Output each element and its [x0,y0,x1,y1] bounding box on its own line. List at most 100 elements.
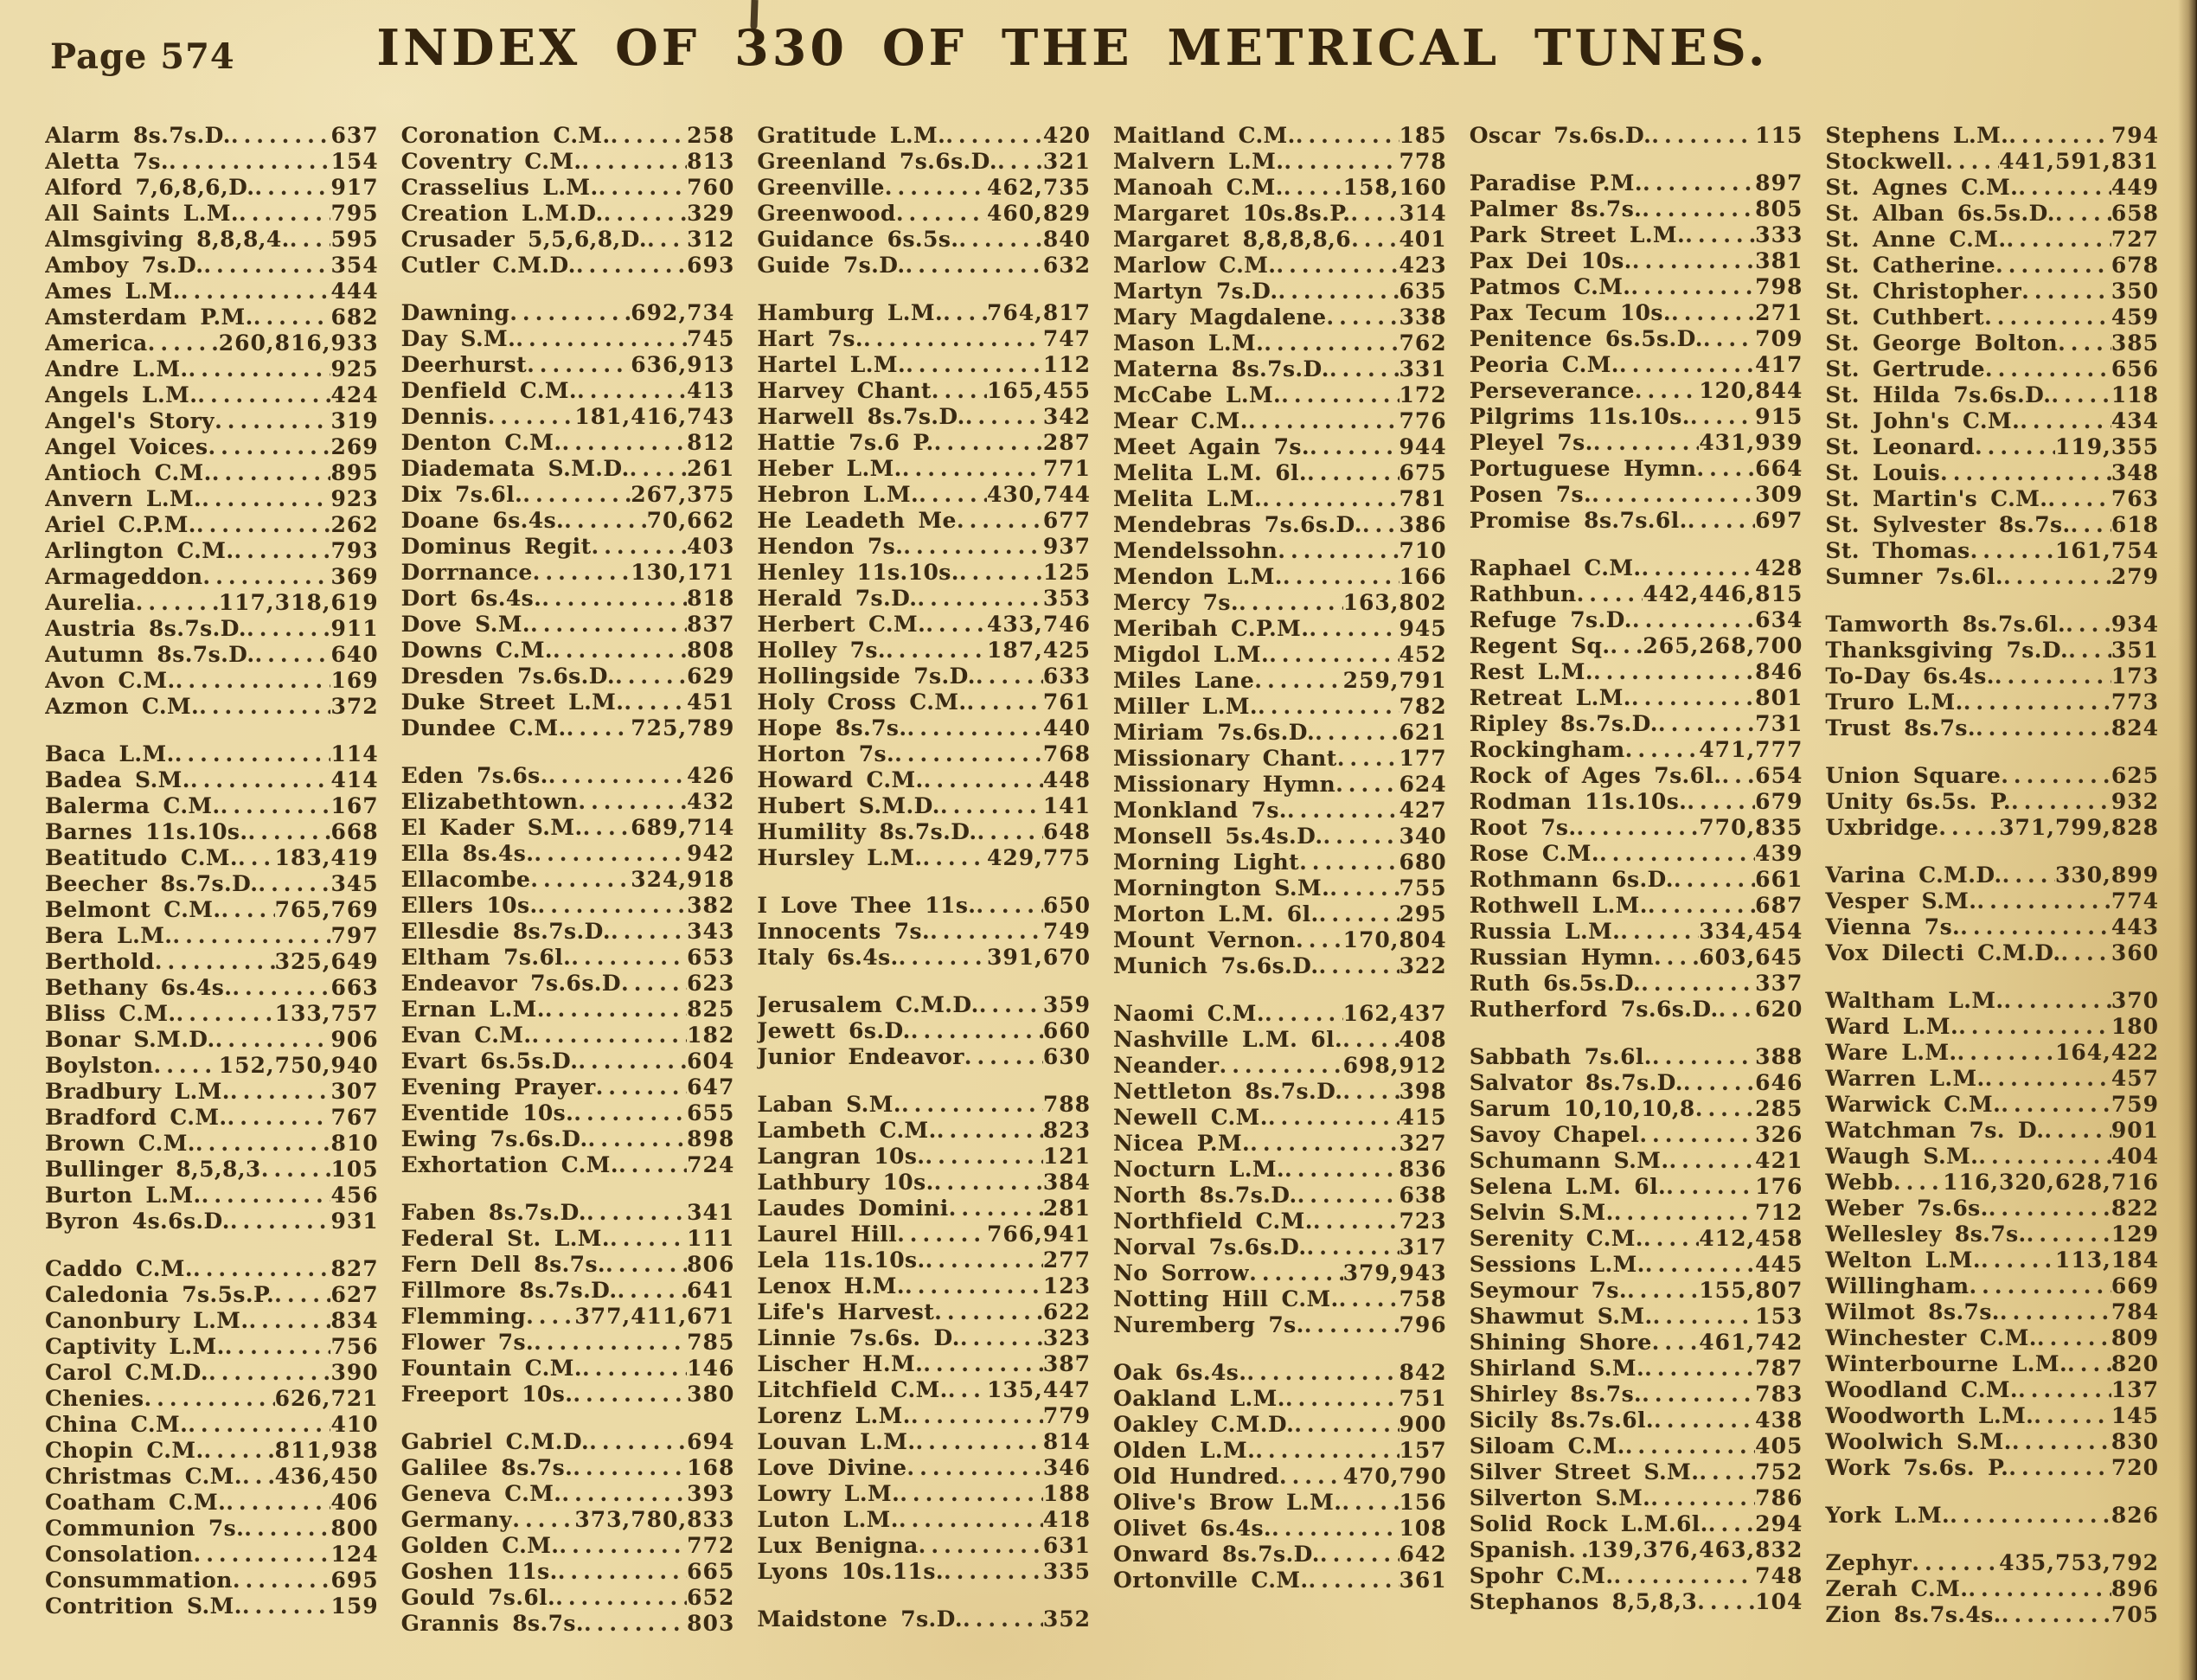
page-numbers: 172 [1399,382,1447,407]
page-numbers: 809 [2111,1325,2160,1350]
page-numbers: 188 [1042,1481,1092,1506]
index-entry: Humility 8s.7s.D. 648 [757,819,1091,845]
index-entry: Raphael C.M. 428 [1470,555,1803,581]
leader-dots [1652,1044,1755,1070]
page-numbers: 633 [1042,664,1092,689]
page-numbers: 187,425 [986,638,1092,663]
tune-name: Contrition S.M. [45,1593,242,1619]
index-entry: Louvan L.M. 814 [757,1429,1091,1455]
tune-name: Selvin S.M. [1469,1200,1614,1225]
tune-name: Arlington C.M. [45,538,234,563]
tune-name: Schumann S.M. [1469,1148,1669,1173]
index-entry: Sabbath 7s.6l. 388 [1470,1044,1803,1070]
leader-dots [944,1559,1043,1585]
page-numbers: 767 [330,1105,379,1130]
index-entry: Rothwell L.M. 687 [1470,893,1803,919]
leader-dots [1307,460,1400,486]
page-numbers: 161,754 [2054,538,2160,563]
page-numbers: 782 [1399,694,1447,719]
tune-name: Miriam 7s.6s.D. [1113,720,1316,745]
page-numbers: 435,753,792 [1999,1550,2160,1575]
tune-name: Munich 7s.6s.D. [1113,953,1319,978]
page-numbers: 404 [2111,1144,2160,1169]
leader-dots [1912,1550,1999,1576]
index-entry: Unity 6s.5s. P. 932 [1825,789,2159,815]
index-entry: Ruth 6s.5s.D. 337 [1470,971,1803,997]
index-column: Stephens L.M.794Stockwell441,591,831St. … [1825,123,2159,1654]
index-entry: Armageddon 369 [45,564,379,590]
page-numbers: 705 [2111,1602,2160,1627]
index-entry: Sumner 7s.6l. 279 [1825,564,2159,590]
index-entry: Rodman 11s.10s. 679 [1470,789,1803,815]
tune-name: Olive's Brow L.M. [1113,1490,1342,1515]
leader-dots [1645,1252,1755,1278]
tune-name: Siloam C.M. [1469,1433,1625,1459]
leader-dots [959,560,1043,586]
tune-name: Miles Lane [1113,668,1255,693]
index-entry: Malvern L.M. 778 [1113,149,1447,175]
index-entry: Martyn 7s.D. 635 [1113,279,1447,305]
leader-dots [897,1222,987,1247]
leader-dots [588,1126,688,1152]
leader-dots [1625,737,1700,763]
page-numbers: 377,411,671 [574,1304,735,1329]
index-entry: Onward 8s.7s.D. 642 [1113,1542,1447,1568]
leader-dots [906,352,1043,378]
page-numbers: 834 [330,1308,379,1333]
index-entry: Root 7s. 770,835 [1470,815,1803,841]
tune-name: Lathbury 10s. [757,1170,934,1195]
page-numbers: 900 [1399,1412,1447,1437]
leader-dots [1250,1131,1399,1157]
tune-name: Marlow C.M. [1113,253,1277,278]
tune-name: Guide 7s.D. [757,253,906,278]
tune-name: Life's Harvest [757,1299,935,1324]
leader-dots [1323,824,1399,850]
page-numbers: 631 [1042,1533,1092,1558]
page-numbers: 818 [687,586,735,611]
index-entry: Horton 7s. 768 [757,741,1091,767]
index-entry: Harwell 8s.7s.D. 342 [757,404,1091,430]
tune-name: Maitland C.M. [1113,123,1296,148]
tune-name: Lorenz L.M. [757,1403,911,1428]
page-numbers: 810 [330,1131,379,1156]
leader-dots [1968,1576,2111,1602]
tune-name: El Kader S.M. [400,815,583,840]
leader-dots [202,486,330,512]
tune-name: Andre L.M. [45,356,189,382]
index-entry: Posen 7s. 309 [1470,482,1803,508]
index-entry: Union Square 625 [1825,763,2159,789]
page-numbers: 104 [1755,1589,1803,1614]
index-entry: El Kader S.M. 689,714 [401,815,735,841]
page-numbers: 638 [1399,1183,1447,1208]
tune-name: Materna 8s.7s.D. [1113,356,1329,382]
page-numbers: 771 [1042,456,1092,481]
page-numbers: 180 [2111,1014,2160,1039]
index-entry: Autumn 8s.7s.D. 640 [45,642,379,668]
index-entry: Consolation 124 [45,1542,379,1568]
tune-name: Vox Dilecti C.M.D. [1825,940,2061,965]
page-numbers: 408 [1399,1027,1447,1052]
page-numbers: 321 [1042,149,1092,174]
page-numbers: 784 [2111,1299,2160,1324]
index-entry: North 8s.7s.D. 638 [1113,1183,1447,1209]
leader-dots [231,123,331,149]
index-entry: Boylston 152,750,940 [45,1053,379,1079]
leader-dots [930,919,1043,945]
index-entry: Olivet 6s.4s. 108 [1113,1516,1447,1542]
index-entry: Naomi C.M. 162,437 [1113,1001,1447,1027]
leader-dots [555,1585,687,1611]
index-entry: Willingham 669 [1825,1273,2159,1299]
page-numbers: 325,649 [274,949,379,974]
index-entry: Arlington C.M. 793 [45,538,379,564]
leader-dots [906,253,1043,279]
leader-dots [1310,434,1400,460]
tune-name: Maidstone 7s.D. [757,1606,963,1632]
leader-dots [531,1023,687,1048]
index-entry: Badea S.M. 414 [45,767,379,793]
index-entry: Ellesdie 8s.7s.D. 343 [401,919,735,945]
page-numbers: 417 [1755,352,1803,377]
